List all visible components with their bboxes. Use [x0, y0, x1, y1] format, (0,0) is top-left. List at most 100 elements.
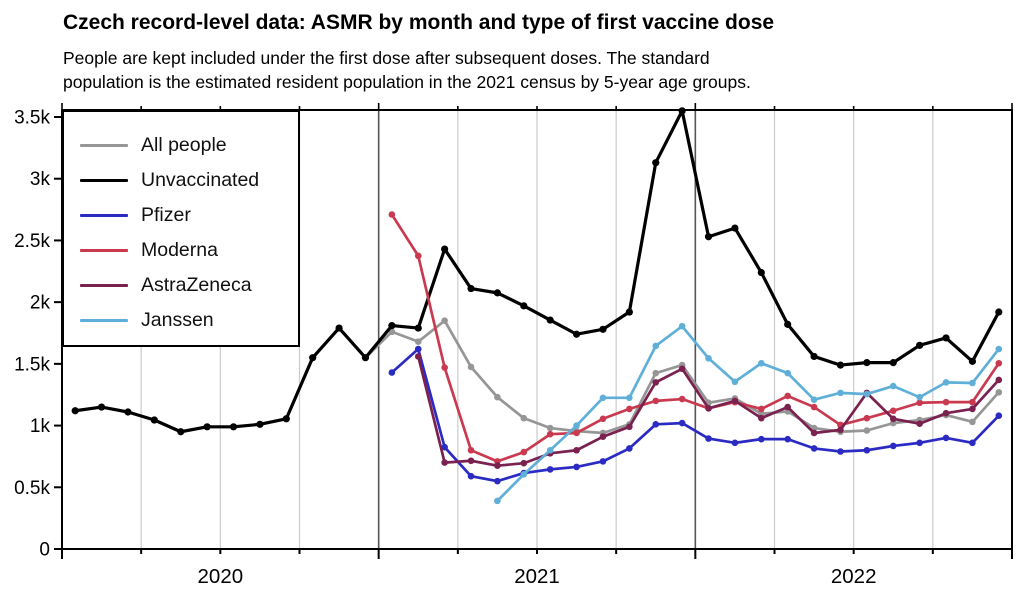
series-point-unvaccinated [863, 359, 871, 367]
series-point-unvaccinated [810, 352, 818, 361]
series-point-unvaccinated [203, 423, 211, 431]
series-point-astrazeneca [837, 426, 844, 434]
series-point-moderna [863, 414, 871, 422]
legend: All people Unvaccinated Pfizer Moderna A… [62, 110, 300, 347]
legend-label-astrazeneca: AstraZeneca [141, 274, 252, 296]
series-point-astrazeneca [467, 457, 475, 465]
chart-title: Czech record-level data: ASMR by month a… [63, 11, 775, 34]
series-point-astrazeneca [758, 414, 765, 422]
legend-label-pfizer: Pfizer [141, 204, 191, 226]
series-point-unvaccinated [652, 159, 660, 167]
series-point-pfizer [494, 477, 501, 485]
y-tick-label: 0 [39, 540, 50, 561]
series-point-unvaccinated [599, 325, 607, 333]
series-point-astrazeneca [652, 379, 660, 386]
series-point-pfizer [546, 466, 554, 473]
series-point-pfizer [414, 345, 422, 353]
series-point-janssen [652, 342, 660, 350]
series-point-unvaccinated [441, 245, 449, 253]
x-tick-label: 2021 [514, 565, 560, 588]
series-point-moderna [520, 448, 528, 456]
series-line-unvaccinated [74, 109, 1001, 434]
moderna-line-swatch [80, 249, 128, 252]
series-point-astrazeneca [889, 415, 897, 423]
legend-item-unvaccinated: Unvaccinated [64, 163, 298, 198]
series-point-janssen [573, 422, 580, 429]
series-point-pfizer [942, 434, 950, 442]
series-point-moderna [414, 252, 422, 260]
series-point-unvaccinated [916, 341, 924, 349]
series-point-janssen [784, 369, 791, 377]
unvaccinated-line-swatch [80, 179, 128, 182]
series-point-unvaccinated [335, 324, 343, 332]
series-point-all-people [494, 393, 501, 401]
series-point-astrazeneca [599, 433, 607, 440]
series-point-all-people [995, 388, 1003, 396]
series-point-unvaccinated [625, 308, 633, 316]
series-point-all-people [441, 317, 448, 324]
series-point-pfizer [441, 443, 448, 451]
series-point-unvaccinated [71, 407, 79, 415]
series-point-all-people [969, 418, 976, 426]
y-tick-label: 3.5k [14, 108, 50, 129]
series-point-janssen [942, 379, 950, 386]
series-point-janssen [889, 382, 897, 390]
series-point-janssen [599, 394, 607, 402]
y-tick-label: 3k [30, 169, 51, 190]
series-point-astrazeneca [995, 376, 1003, 384]
x-tick-label: 2020 [198, 565, 244, 588]
series-point-janssen [494, 497, 501, 505]
legend-label-unvaccinated: Unvaccinated [141, 169, 260, 191]
series-point-moderna [678, 395, 686, 403]
y-tick-label: 1k [30, 416, 51, 437]
series-point-pfizer [626, 445, 633, 452]
series-point-moderna [388, 211, 396, 218]
x-tick-label: 2022 [831, 565, 877, 588]
series-line-moderna [390, 213, 1000, 463]
series-point-janssen [705, 355, 712, 362]
series-point-unvaccinated [731, 224, 739, 232]
series-point-astrazeneca [810, 429, 818, 437]
series-point-unvaccinated [97, 403, 106, 411]
series-point-all-people [414, 338, 422, 345]
legend-label-moderna: Moderna [141, 239, 218, 261]
series-point-astrazeneca [705, 404, 712, 412]
series-point-unvaccinated [678, 107, 686, 115]
series-point-unvaccinated [995, 308, 1003, 316]
series-point-pfizer [388, 369, 396, 376]
astrazeneca-line-swatch [80, 284, 128, 287]
series-point-moderna [916, 399, 923, 407]
legend-item-astrazeneca: AstraZeneca [64, 268, 298, 303]
series-point-unvaccinated [572, 330, 581, 338]
series-point-moderna [758, 405, 765, 413]
legend-label-all-people: All people [141, 134, 227, 156]
series-point-unvaccinated [968, 357, 977, 365]
series-point-pfizer [652, 421, 660, 428]
series-point-unvaccinated [177, 428, 185, 436]
series-point-astrazeneca [494, 462, 501, 469]
series-point-moderna [942, 398, 950, 406]
series-point-moderna [810, 403, 818, 411]
series-point-astrazeneca [573, 446, 580, 454]
legend-item-all-people: All people [64, 128, 298, 163]
series-point-moderna [441, 364, 448, 371]
series-point-all-people [467, 363, 475, 371]
series-point-moderna [573, 429, 580, 437]
series-point-pfizer [837, 448, 844, 455]
series-point-moderna [467, 446, 475, 454]
y-tick-label: 1.5k [14, 354, 50, 375]
series-point-pfizer [916, 439, 923, 447]
series-line-pfizer [390, 347, 1000, 483]
series-point-pfizer [467, 472, 475, 480]
series-point-pfizer [678, 419, 686, 427]
series-point-astrazeneca [731, 397, 739, 405]
series-point-astrazeneca [520, 459, 528, 467]
series-point-pfizer [784, 435, 791, 443]
series-point-unvaccinated [546, 316, 554, 324]
series-point-astrazeneca [916, 420, 923, 428]
pfizer-line-swatch [80, 214, 128, 217]
janssen-line-swatch [80, 319, 128, 322]
series-point-unvaccinated [282, 415, 290, 423]
